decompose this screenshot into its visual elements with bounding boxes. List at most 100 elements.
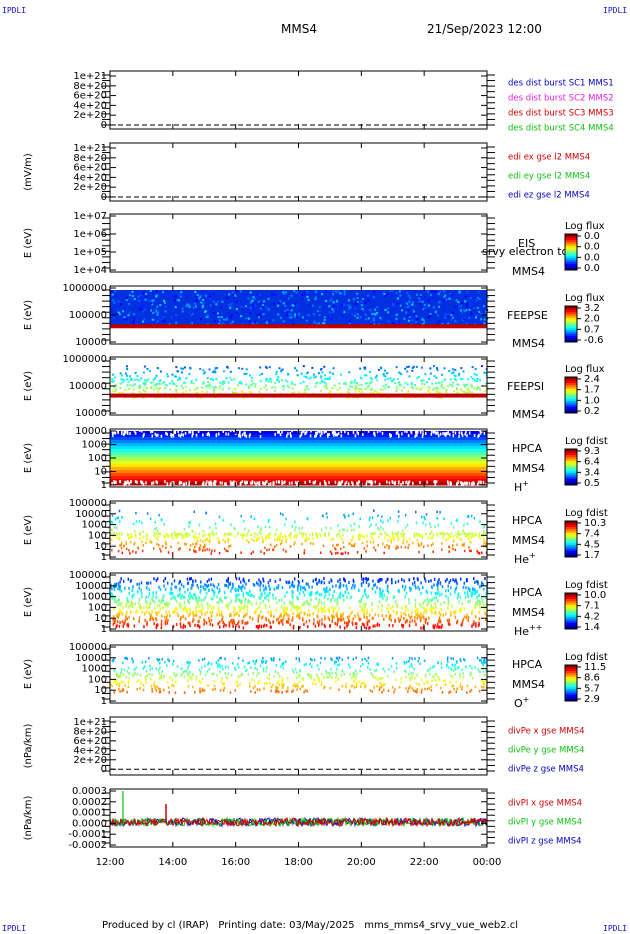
spectrogram-cell xyxy=(173,595,175,599)
spectrogram-cell xyxy=(145,669,148,673)
spectrogram-cell xyxy=(119,544,121,547)
spectrogram-cell xyxy=(143,612,146,616)
spectrogram-cell xyxy=(424,517,426,521)
spectrogram-cell xyxy=(416,690,418,694)
spectrogram-cell xyxy=(365,550,367,553)
spectrogram-cell xyxy=(454,611,456,615)
spectrogram-cell xyxy=(152,381,155,384)
spectrogram-cell xyxy=(443,534,445,538)
spectrogram-cell xyxy=(305,386,308,389)
spectrogram-cell xyxy=(457,301,460,304)
spectrogram-cell xyxy=(351,621,354,625)
spectrogram-cell xyxy=(180,291,183,294)
spectrogram-cell xyxy=(326,387,329,390)
spectrogram-row xyxy=(110,467,487,471)
spectrogram-cell xyxy=(370,321,373,324)
spectrogram-cell xyxy=(206,377,209,380)
spectrogram-cell xyxy=(178,581,180,585)
spectrogram-cell xyxy=(419,662,421,666)
spectrogram-cell xyxy=(454,320,457,323)
spectrogram-gap xyxy=(178,481,181,485)
spectrogram-cell xyxy=(262,656,264,660)
spectrogram-cell xyxy=(342,612,345,616)
spectrogram-cell xyxy=(475,624,477,628)
spectrogram-cell xyxy=(232,624,234,628)
spectrogram-cell xyxy=(268,525,271,529)
spectrogram-cell xyxy=(452,371,455,374)
y-tick-label: 8e+20 xyxy=(73,153,107,164)
spectrogram-cell xyxy=(475,533,477,536)
spectrogram-cell xyxy=(185,390,188,393)
spectrogram-cell xyxy=(390,618,392,622)
spectrogram-cell xyxy=(155,595,157,599)
spectrogram-cell xyxy=(112,594,114,598)
spectrogram-cell xyxy=(438,611,440,615)
spectrogram-cell xyxy=(365,580,368,584)
spectrogram-cell xyxy=(370,523,372,527)
spectrogram-cell xyxy=(375,374,378,377)
colorbar-tick-label: 4.5 xyxy=(584,539,600,550)
spectrogram-cell xyxy=(148,656,150,660)
spectrogram-gap xyxy=(288,481,291,485)
spectrogram-cell xyxy=(435,596,437,600)
spectrogram-cell xyxy=(235,577,238,581)
spectrogram-cell xyxy=(274,533,276,537)
spectrogram-cell xyxy=(222,381,225,384)
spectrogram-cell xyxy=(146,674,149,677)
spectrogram-cell xyxy=(323,623,326,627)
spectrogram-cell xyxy=(140,294,143,297)
spectrogram-cell xyxy=(175,599,178,603)
spectrogram-cell xyxy=(218,589,221,593)
spectrogram-cell xyxy=(330,579,333,583)
spectrogram-cell xyxy=(445,320,448,323)
spectrogram-cell xyxy=(466,533,468,536)
spectrogram-cell xyxy=(445,612,447,616)
spectrogram-cell xyxy=(413,532,416,536)
spectrogram-cell xyxy=(434,382,437,385)
spectrogram-cell xyxy=(257,619,260,623)
spectrogram-gap xyxy=(268,482,270,486)
spectrogram-cell xyxy=(429,598,431,602)
spectrogram-cell xyxy=(272,620,275,624)
spectrogram-cell xyxy=(116,308,119,311)
spectrogram-cell xyxy=(252,298,255,301)
spectrogram-gap xyxy=(188,480,191,484)
spectrogram-cell xyxy=(413,312,416,315)
spectrogram-cell xyxy=(363,590,366,594)
spectrogram-cell xyxy=(466,590,469,594)
spectrogram-cell xyxy=(139,604,141,608)
spectrogram-cell xyxy=(303,391,306,394)
spectrogram-gap xyxy=(202,481,205,485)
spectrogram-gap xyxy=(457,480,460,484)
spectrogram-cell xyxy=(297,615,300,619)
spectrogram-cell xyxy=(242,396,245,399)
spectrogram-gap xyxy=(369,480,372,484)
spectrogram-cell xyxy=(418,532,420,536)
spectrogram-gap xyxy=(141,481,143,485)
spectrogram-cell xyxy=(374,315,377,318)
y-axis-label: E (eV) xyxy=(23,228,34,258)
spectrogram-cell xyxy=(436,510,438,514)
spectrogram-cell xyxy=(320,376,323,379)
spectrogram-cell xyxy=(227,585,230,589)
spectrogram-cell xyxy=(403,317,406,320)
spectrogram-cell xyxy=(429,315,432,318)
spectrogram-cell xyxy=(199,544,202,547)
spectrogram-cell xyxy=(184,617,187,621)
colorbar-cell xyxy=(565,467,577,470)
spectrogram-cell xyxy=(390,291,393,294)
spectrogram-cell xyxy=(286,384,289,387)
corner-label-br: IPDLI xyxy=(603,924,628,933)
spectrogram-cell xyxy=(380,591,382,595)
spectrogram-cell xyxy=(133,529,136,533)
spectrogram-cell xyxy=(182,671,185,674)
spectrogram-cell xyxy=(401,290,404,293)
spectrogram-cell xyxy=(414,610,417,614)
spectrogram-cell xyxy=(339,591,341,595)
spectrogram-cell xyxy=(339,583,342,587)
spectrogram-cell xyxy=(347,299,350,302)
spectrogram-cell xyxy=(430,530,433,534)
spectrogram-cell xyxy=(126,306,129,309)
spectrogram-cell xyxy=(465,535,468,538)
spectrogram-cell xyxy=(441,373,444,376)
